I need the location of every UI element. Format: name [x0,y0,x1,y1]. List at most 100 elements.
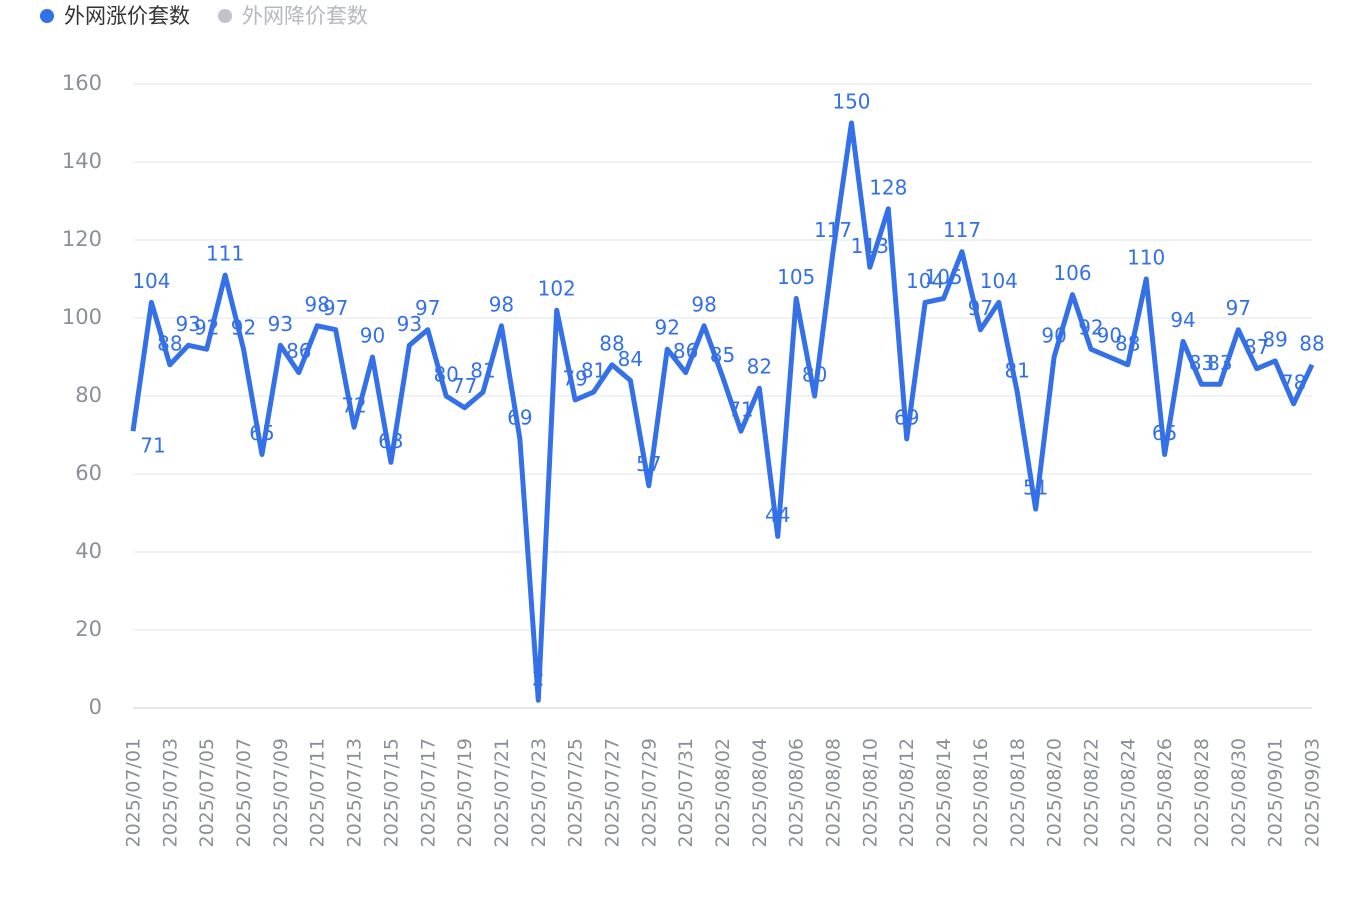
data-label: 82 [747,355,772,379]
x-tick-label: 2025/08/04 [749,738,771,848]
x-tick-label: 2025/07/27 [601,738,623,848]
x-tick-label: 2025/09/03 [1302,738,1324,848]
data-label: 93 [176,312,201,336]
data-label: 94 [1170,308,1195,332]
x-tick-label: 2025/07/09 [270,738,292,848]
data-label: 93 [268,312,293,336]
data-label: 90 [1041,324,1066,348]
x-tick-label: 2025/08/06 [786,738,808,848]
data-label: 63 [378,429,403,453]
y-tick-label: 80 [75,383,102,407]
x-tick-label: 2025/08/24 [1117,738,1139,848]
data-label: 2 [532,667,545,691]
data-label: 98 [691,292,716,316]
y-tick-label: 0 [89,695,102,719]
data-label: 80 [802,363,827,387]
y-tick-label: 100 [62,305,102,329]
x-tick-label: 2025/08/08 [823,738,845,848]
x-tick-label: 2025/07/29 [638,738,660,848]
legend-marker [40,9,54,23]
x-tick-label: 2025/08/16 [970,738,992,848]
data-label: 92 [194,316,219,340]
y-tick-label: 60 [75,461,102,485]
data-label: 44 [765,503,790,527]
data-label: 90 [360,324,385,348]
data-label: 106 [1053,261,1091,285]
data-label: 79 [562,366,587,390]
x-tick-label: 2025/08/20 [1044,738,1066,848]
x-tick-label: 2025/07/01 [123,738,145,848]
y-tick-label: 120 [62,227,102,251]
data-label: 85 [710,343,735,367]
data-label: 92 [1078,316,1103,340]
data-label: 69 [507,405,532,429]
x-tick-label: 2025/08/10 [859,738,881,848]
legend-label: 外网降价套数 [242,4,368,28]
data-label: 105 [777,265,815,289]
data-label: 113 [851,234,889,258]
data-label: 65 [1152,421,1177,445]
data-label: 92 [231,316,256,340]
data-label: 117 [814,218,852,242]
data-label: 57 [636,452,661,476]
x-tick-label: 2025/07/19 [454,738,476,848]
x-tick-label: 2025/08/14 [933,738,955,848]
data-label: 97 [415,296,440,320]
x-tick-label: 2025/08/12 [896,738,918,848]
x-tick-label: 2025/08/26 [1154,738,1176,848]
x-tick-label: 2025/07/15 [380,738,402,848]
data-label: 92 [655,316,680,340]
data-label: 93 [397,312,422,336]
data-label: 104 [980,269,1018,293]
data-label: 88 [1299,331,1324,355]
x-tick-label: 2025/07/05 [196,738,218,848]
data-label: 98 [489,292,514,316]
x-tick-label: 2025/08/18 [1007,738,1029,848]
data-label: 77 [452,374,477,398]
x-tick-label: 2025/07/25 [565,738,587,848]
data-label: 71 [140,434,165,458]
data-label: 88 [1115,331,1140,355]
legend-marker [218,9,232,23]
data-label: 72 [341,394,366,418]
data-label: 90 [1097,324,1122,348]
data-label: 128 [869,175,907,199]
y-tick-label: 140 [62,149,102,173]
y-tick-label: 40 [75,539,102,563]
data-label: 81 [581,359,606,383]
data-label: 98 [304,292,329,316]
data-label: 104 [132,269,170,293]
data-label: 69 [894,405,919,429]
x-tick-label: 2025/07/31 [675,738,697,848]
data-label: 83 [1189,351,1214,375]
x-tick-label: 2025/07/17 [417,738,439,848]
x-tick-label: 2025/07/21 [491,738,513,848]
data-label: 84 [618,347,643,371]
x-tick-label: 2025/09/01 [1265,738,1287,848]
data-label: 110 [1127,246,1165,270]
data-label: 86 [673,339,698,363]
data-label: 89 [1262,327,1287,351]
x-tick-label: 2025/08/30 [1228,738,1250,848]
data-label: 51 [1023,476,1048,500]
x-tick-label: 2025/07/11 [307,738,329,848]
data-label: 97 [323,296,348,320]
data-label: 102 [538,277,576,301]
data-label: 117 [943,218,981,242]
x-tick-label: 2025/07/07 [233,738,255,848]
data-label: 104 [906,269,944,293]
data-label: 78 [1281,370,1306,394]
data-label: 97 [1226,296,1251,320]
data-label: 88 [157,331,182,355]
data-label: 87 [1244,335,1269,359]
data-label: 111 [206,242,244,266]
x-tick-label: 2025/08/28 [1191,738,1213,848]
line [130,120,1315,703]
x-tick-label: 2025/07/13 [344,738,366,848]
data-label: 88 [599,331,624,355]
data-label: 71 [728,398,753,422]
data-label: 80 [433,363,458,387]
y-tick-label: 20 [75,617,102,641]
data-label: 105 [924,265,962,289]
